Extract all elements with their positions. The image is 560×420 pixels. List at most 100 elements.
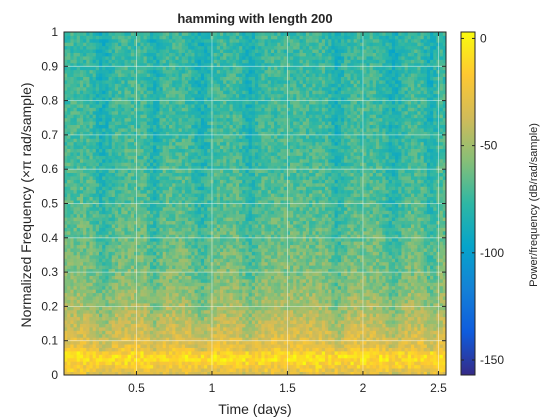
spectrogram-cell (220, 248, 224, 252)
spectrogram-cell (74, 176, 78, 180)
spectrogram-cell (156, 334, 160, 338)
spectrogram-cell (144, 111, 148, 115)
spectrogram-cell (156, 118, 160, 122)
spectrogram-cell (191, 296, 195, 300)
spectrogram-cell (134, 39, 138, 43)
spectrogram-cell (175, 289, 179, 293)
spectrogram-cell (144, 258, 148, 262)
spectrogram-cell (156, 53, 160, 57)
spectrogram-cell (118, 310, 122, 314)
spectrogram-cell (150, 183, 154, 187)
spectrogram-cell (70, 73, 74, 77)
spectrogram-cell (188, 279, 192, 283)
spectrogram-cell (93, 344, 97, 348)
spectrogram-cell (99, 135, 103, 139)
spectrogram-cell (198, 348, 202, 352)
spectrogram-cell (89, 149, 93, 153)
spectrogram-cell (220, 327, 224, 331)
spectrogram-cell (83, 300, 87, 304)
spectrogram-cell (124, 135, 128, 139)
spectrogram-cell (207, 279, 211, 283)
spectrogram-cell (99, 358, 103, 362)
spectrogram-cell (160, 279, 164, 283)
spectrogram-cell (195, 32, 199, 36)
spectrogram-cell (201, 252, 205, 256)
spectrogram-cell (160, 193, 164, 197)
spectrogram-cell (74, 293, 78, 297)
spectrogram-cell (67, 258, 71, 262)
spectrogram-cell (156, 276, 160, 280)
spectrogram-cell (67, 176, 71, 180)
spectrogram-cell (67, 320, 71, 324)
spectrogram-cell (118, 317, 122, 321)
spectrogram-cell (96, 255, 100, 259)
spectrogram-cell (217, 210, 221, 214)
spectrogram-cell (137, 77, 141, 81)
spectrogram-cell (121, 53, 125, 57)
spectrogram-cell (99, 107, 103, 111)
spectrogram-cell (86, 173, 90, 177)
spectrogram-cell (124, 73, 128, 77)
spectrogram-cell (102, 176, 106, 180)
spectrogram-cell (185, 90, 189, 94)
spectrogram-cell (80, 145, 84, 149)
spectrogram-cell (89, 42, 93, 46)
spectrogram-cell (80, 162, 84, 166)
spectrogram-cell (166, 365, 170, 369)
spectrogram-cell (118, 228, 122, 232)
spectrogram-cell (128, 53, 132, 57)
spectrogram-cell (124, 330, 128, 334)
spectrogram-cell (112, 80, 116, 84)
spectrogram-cell (93, 358, 97, 362)
spectrogram-cell (67, 155, 71, 159)
spectrogram-cell (115, 35, 119, 39)
spectrogram-cell (185, 248, 189, 252)
spectrogram-cell (163, 149, 167, 153)
spectrogram-cell (175, 255, 179, 259)
spectrogram-cell (74, 49, 78, 53)
spectrogram-cell (195, 365, 199, 369)
spectrogram-cell (172, 142, 176, 146)
spectrogram-cell (128, 176, 132, 180)
spectrogram-cell (80, 293, 84, 297)
spectrogram-cell (99, 53, 103, 57)
spectrogram-cell (198, 169, 202, 173)
spectrogram-cell (80, 334, 84, 338)
spectrogram-cell (150, 365, 154, 369)
spectrogram-cell (182, 293, 186, 297)
spectrogram-cell (201, 306, 205, 310)
spectrogram-cell (201, 135, 205, 139)
spectrogram-cell (214, 293, 218, 297)
spectrogram-cell (131, 224, 135, 228)
spectrogram-cell (137, 104, 141, 108)
spectrogram-cell (217, 183, 221, 187)
spectrogram-cell (112, 217, 116, 221)
spectrogram-cell (140, 245, 144, 249)
spectrogram-cell (131, 296, 135, 300)
spectrogram-cell (77, 190, 81, 194)
spectrogram-cell (175, 121, 179, 125)
spectrogram-cell (128, 155, 132, 159)
spectrogram-cell (188, 183, 192, 187)
spectrogram-cell (160, 248, 164, 252)
spectrogram-cell (217, 217, 221, 221)
spectrogram-cell (156, 173, 160, 177)
spectrogram-cell (220, 56, 224, 60)
spectrogram-cell (77, 90, 81, 94)
spectrogram-cell (115, 358, 119, 362)
spectrogram-cell (64, 210, 68, 214)
spectrogram-cell (182, 317, 186, 321)
plot-area: 0.5 1 1.5 2 2.5 00.10.20.30.40.50.60.70.80.9… (41, 25, 447, 395)
spectrogram-cell (109, 59, 113, 63)
spectrogram-cell (191, 341, 195, 345)
spectrogram-cell (207, 114, 211, 118)
spectrogram-cell (188, 293, 192, 297)
spectrogram-cell (166, 228, 170, 232)
spectrogram-cell (188, 341, 192, 345)
spectrogram-cell (112, 149, 116, 153)
spectrogram-cell (93, 169, 97, 173)
spectrogram-cell (134, 296, 138, 300)
spectrogram-cell (204, 162, 208, 166)
spectrogram-cell (124, 70, 128, 74)
spectrogram-cell (182, 341, 186, 345)
